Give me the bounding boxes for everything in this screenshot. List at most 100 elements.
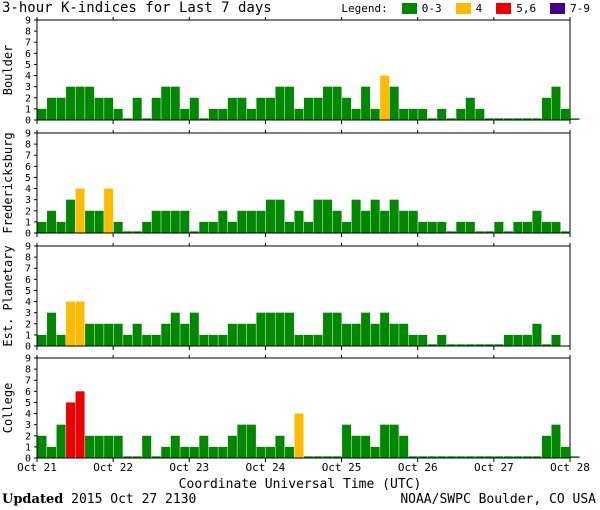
k-index-bar bbox=[304, 97, 314, 120]
k-index-bar bbox=[237, 97, 247, 120]
k-index-bar bbox=[218, 108, 228, 120]
y-tick-label: 6 bbox=[25, 49, 31, 60]
k-index-bar bbox=[427, 221, 437, 233]
k-index-bar bbox=[370, 446, 380, 458]
x-axis-title: Coordinate Universal Time (UTC) bbox=[178, 477, 422, 492]
k-index-bar bbox=[189, 97, 199, 120]
y-tick-label: 0 bbox=[25, 342, 31, 353]
x-tick-label: Oct 26 bbox=[398, 461, 438, 474]
k-index-bar bbox=[313, 199, 323, 233]
k-index-bar bbox=[227, 221, 237, 233]
k-index-bar bbox=[323, 199, 333, 233]
k-index-bar bbox=[304, 221, 314, 233]
x-tick-label: Oct 21 bbox=[17, 461, 57, 474]
k-index-bar bbox=[227, 435, 237, 458]
k-index-bar bbox=[342, 323, 352, 346]
k-index-bar bbox=[408, 456, 418, 458]
k-index-bar bbox=[503, 334, 513, 346]
k-index-bar bbox=[37, 334, 47, 346]
k-index-bar bbox=[503, 231, 513, 233]
k-index-bar bbox=[484, 118, 494, 120]
k-index-bar bbox=[323, 86, 333, 120]
k-index-bar bbox=[475, 456, 485, 458]
k-index-bar bbox=[151, 334, 161, 346]
k-index-bar bbox=[389, 199, 399, 233]
k-index-bar bbox=[47, 210, 57, 233]
k-index-bar bbox=[132, 323, 142, 346]
k-index-bar bbox=[446, 344, 456, 346]
panel-label: Fredericksburg bbox=[1, 132, 15, 233]
y-tick-label: 5 bbox=[25, 173, 31, 184]
source-credit: NOAA/SWPC Boulder, CO USA bbox=[400, 492, 596, 507]
k-index-bar bbox=[47, 446, 57, 458]
k-index-bar bbox=[85, 323, 95, 346]
k-index-bar bbox=[513, 456, 523, 458]
k-index-bar bbox=[313, 456, 323, 458]
k-index-bar bbox=[465, 221, 475, 233]
y-tick-label: 8 bbox=[25, 140, 31, 151]
y-tick-label: 7 bbox=[25, 38, 31, 49]
k-index-bar bbox=[399, 323, 409, 346]
k-index-bar bbox=[399, 435, 409, 458]
k-index-bar bbox=[313, 97, 323, 120]
k-index-bar bbox=[151, 97, 161, 120]
legend-swatch-active bbox=[455, 3, 471, 14]
legend-text-severe: 7-9 bbox=[570, 2, 590, 15]
k-index-bar bbox=[446, 118, 456, 120]
k-index-bar bbox=[180, 446, 190, 458]
k-index-bar bbox=[456, 344, 466, 346]
k-index-bar bbox=[456, 221, 466, 233]
k-index-bar bbox=[265, 312, 275, 346]
k-index-bar bbox=[123, 456, 133, 458]
k-index-bar bbox=[256, 97, 266, 120]
k-index-bar bbox=[560, 231, 570, 233]
k-index-bar bbox=[151, 456, 161, 458]
x-tick-label: Oct 28 bbox=[550, 461, 590, 474]
y-tick-label: 8 bbox=[25, 27, 31, 38]
k-index-bar bbox=[342, 424, 352, 458]
legend-swatch-severe bbox=[550, 3, 566, 14]
k-index-bar bbox=[332, 312, 342, 346]
k-index-bar bbox=[256, 210, 266, 233]
k-index-bar bbox=[399, 108, 409, 120]
k-index-bar bbox=[151, 210, 161, 233]
legend-text-quiet: 0-3 bbox=[421, 2, 442, 15]
y-tick-label: 6 bbox=[25, 275, 31, 286]
k-index-bar bbox=[208, 108, 218, 120]
k-index-bar bbox=[304, 334, 314, 346]
updated-value: 2015 Oct 27 2130 bbox=[71, 492, 197, 507]
k-index-bar bbox=[399, 210, 409, 233]
k-index-bar bbox=[541, 344, 551, 346]
k-index-bar bbox=[513, 334, 523, 346]
k-index-bar bbox=[199, 118, 209, 120]
k-index-bar bbox=[560, 108, 570, 120]
k-index-bar bbox=[161, 446, 171, 458]
k-index-bar bbox=[551, 334, 561, 346]
k-index-bar bbox=[113, 323, 123, 346]
k-index-bar bbox=[456, 108, 466, 120]
k-index-bar bbox=[75, 86, 85, 120]
k-index-bar bbox=[380, 424, 390, 458]
k-index-bar bbox=[361, 210, 371, 233]
k-index-bar bbox=[170, 210, 180, 233]
k-index-bar bbox=[75, 301, 85, 346]
k-index-bar bbox=[85, 210, 95, 233]
k-index-bar bbox=[237, 210, 247, 233]
k-index-bar bbox=[265, 97, 275, 120]
y-tick-label: 5 bbox=[25, 398, 31, 409]
legend-swatch-storm bbox=[496, 3, 512, 14]
y-tick-label: 9 bbox=[25, 16, 31, 27]
k-index-bar bbox=[522, 456, 532, 458]
k-index-bar bbox=[113, 435, 123, 458]
k-index-bar bbox=[170, 312, 180, 346]
y-tick-label: 1 bbox=[25, 104, 31, 115]
k-index-bar bbox=[342, 97, 352, 120]
x-tick-label: Oct 27 bbox=[474, 461, 514, 474]
k-index-bar bbox=[246, 424, 256, 458]
y-tick-label: 1 bbox=[25, 217, 31, 228]
k-index-bar bbox=[494, 344, 504, 346]
chart-title: 3-hour K-indices for Last 7 days bbox=[2, 0, 272, 16]
k-index-bar bbox=[113, 108, 123, 120]
y-tick-label: 4 bbox=[25, 297, 31, 308]
k-index-bar bbox=[389, 86, 399, 120]
